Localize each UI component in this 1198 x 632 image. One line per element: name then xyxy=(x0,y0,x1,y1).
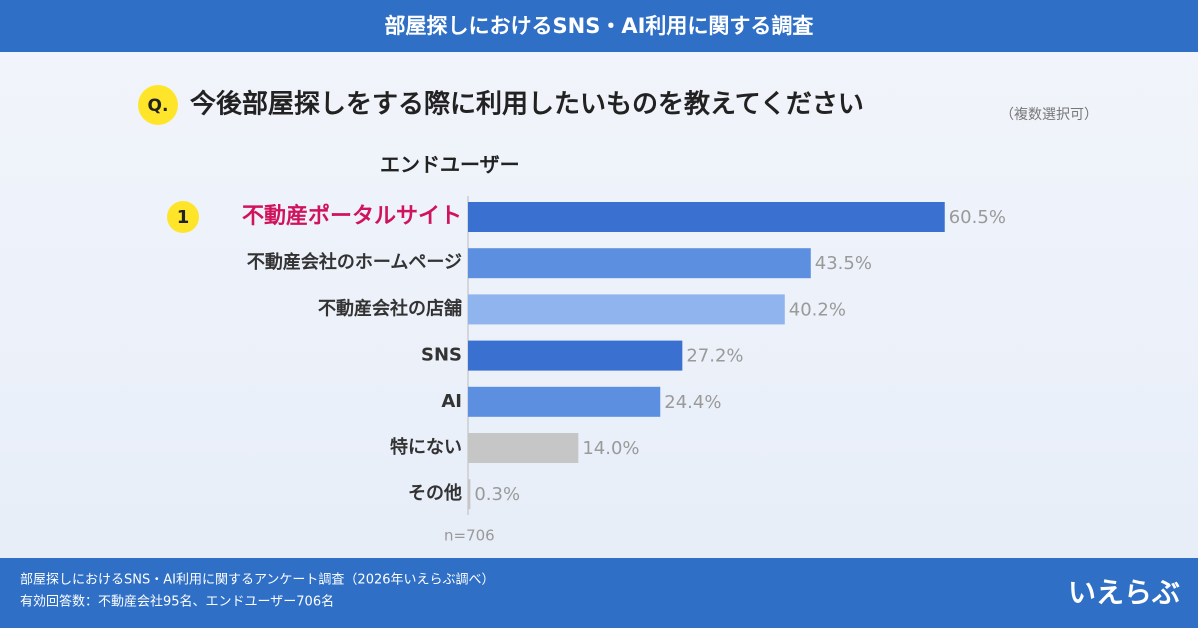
category-label: 不動産会社のホームページ xyxy=(247,251,462,273)
question-marker: Q. xyxy=(148,96,169,116)
header-bar xyxy=(0,0,1198,52)
bar xyxy=(468,433,579,463)
subtitle: エンドユーザー xyxy=(380,153,520,177)
sample-note: n=706 xyxy=(444,527,495,545)
bar xyxy=(468,248,811,279)
category-label: AI xyxy=(441,391,462,412)
value-label: 0.3% xyxy=(474,484,520,505)
footer-line: 有効回答数：不動産会社95名、エンドユーザー706名 xyxy=(20,594,334,610)
footer-bar xyxy=(0,558,1198,628)
category-label: 特にない xyxy=(390,436,462,458)
bar xyxy=(468,294,785,325)
category-label: SNS xyxy=(421,345,462,366)
rank-badge xyxy=(167,201,199,233)
title-note: （複数選択可） xyxy=(1000,106,1098,123)
chart-title: 今後部屋探しをする際に利用したいものを教えてください xyxy=(190,89,864,120)
question-badge xyxy=(138,85,178,125)
logo: いえらぶ xyxy=(1068,576,1180,609)
value-label: 27.2% xyxy=(686,346,743,367)
bar xyxy=(468,202,945,232)
value-label: 43.5% xyxy=(815,253,872,274)
rank-label: 1 xyxy=(177,207,190,228)
category-label: その他 xyxy=(408,482,462,504)
bar xyxy=(468,340,683,371)
bar xyxy=(468,479,471,510)
category-label: 不動産会社の店舗 xyxy=(318,297,462,319)
bar xyxy=(468,386,661,417)
value-label: 60.5% xyxy=(949,207,1006,228)
value-label: 14.0% xyxy=(582,438,639,459)
header-title: 部屋探しにおけるSNS・AI利用に関する調査 xyxy=(385,14,814,38)
value-label: 24.4% xyxy=(664,392,721,413)
category-label: 不動産ポータルサイト xyxy=(242,203,462,229)
value-label: 40.2% xyxy=(789,299,846,320)
footer-line: 部屋探しにおけるSNS・AI利用に関するアンケート調査（2026年いえらぶ調べ） xyxy=(20,573,495,588)
